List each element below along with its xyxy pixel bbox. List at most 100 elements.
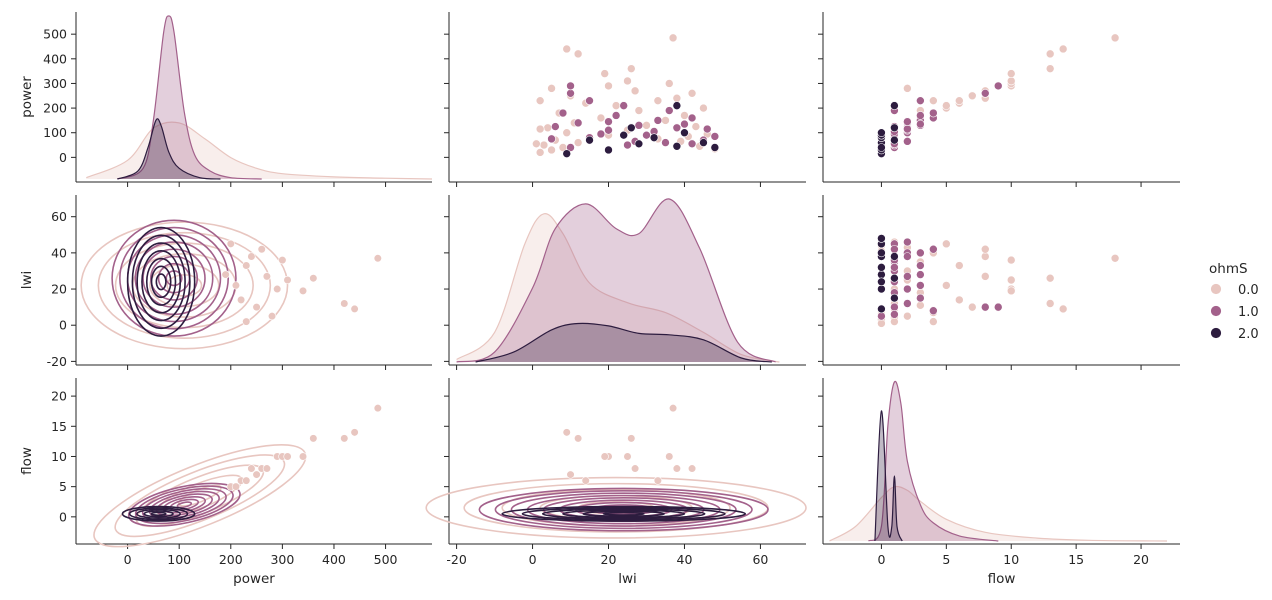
kde-area-lwi-0.0	[456, 213, 780, 362]
scatter-point	[955, 96, 964, 105]
x-tick-label: 100	[167, 552, 191, 567]
panel-lwi-vs-power: -20 0 20 40 60	[47, 195, 432, 370]
scatter-point	[350, 304, 359, 314]
kde-line-flow-2.0	[874, 410, 903, 542]
scatter-point	[283, 452, 292, 461]
x-tick-label: 300	[270, 552, 294, 567]
scatter-point	[604, 145, 613, 155]
scatter-point	[547, 84, 556, 93]
scatter-point	[967, 91, 977, 101]
scatter-point	[1006, 286, 1016, 296]
kde-contour-2.0	[541, 508, 706, 520]
scatter-point	[980, 244, 990, 254]
scatter-point	[1058, 44, 1068, 54]
legend-marker-1	[1210, 305, 1222, 317]
scatter-point	[980, 89, 990, 98]
scatter-point	[903, 124, 912, 134]
scatter-point	[980, 252, 990, 261]
x-tick-label: 20	[601, 552, 617, 567]
scatter-point	[967, 302, 977, 312]
scatter-point	[702, 124, 712, 134]
scatter-point	[626, 123, 636, 133]
scatter-point	[566, 470, 575, 479]
kde-area-flow-1.0	[868, 381, 999, 541]
x-axis-label-lwi: lwi	[618, 571, 637, 587]
legend-marker-0	[1210, 283, 1222, 295]
scatter-point	[237, 295, 246, 304]
panel-flow-vs-power: 0 100 200 300 400 500 0 5 10 15 20	[51, 378, 432, 567]
kde-contour-2.0	[150, 265, 172, 299]
y-axis-label-power: power	[19, 76, 35, 118]
y-tick-label: 0	[59, 318, 67, 333]
kde-contour-2.0	[562, 509, 686, 519]
scatter-point	[596, 113, 606, 123]
scatter-point	[942, 101, 951, 110]
scatter-point	[664, 106, 674, 115]
scatter-point	[262, 272, 271, 281]
kde-line-lwi-0.0	[456, 213, 780, 363]
scatter-point	[373, 254, 382, 263]
kde-contour-0.0	[97, 231, 272, 339]
x-tick-label: 0	[529, 552, 537, 567]
y-tick-label: 60	[51, 209, 67, 224]
scatter-point	[672, 93, 682, 103]
scatter-point	[661, 116, 670, 125]
kde-contour-2.0	[521, 506, 726, 521]
kde-contour-1.0	[176, 501, 193, 509]
scatter-point	[890, 252, 899, 261]
kde-contour-1.0	[127, 482, 241, 527]
scatter-point	[691, 122, 701, 131]
scatter-point	[1058, 304, 1068, 314]
scatter-point	[226, 239, 235, 248]
scatter-point	[532, 139, 541, 149]
y-tick-label: 5	[59, 479, 67, 494]
scatter-point	[283, 275, 292, 285]
kde-contour-1.0	[134, 485, 234, 525]
scatter-point	[535, 96, 545, 105]
scatter-point	[903, 272, 912, 281]
scatter-point	[1110, 253, 1120, 263]
scatter-point	[916, 301, 925, 310]
scatter-point	[242, 317, 251, 326]
y-tick-label: 15	[51, 419, 67, 434]
scatter-point	[604, 125, 613, 135]
scatter-point	[668, 33, 678, 43]
scatter-point	[309, 434, 318, 443]
scatter-point	[877, 234, 886, 243]
y-tick-label: 400	[43, 51, 67, 66]
scatter-point	[942, 239, 951, 249]
scatter-point	[916, 270, 925, 279]
kde-contour-2.0	[145, 257, 177, 306]
x-tick-label: 40	[677, 552, 693, 567]
scatter-point	[668, 404, 678, 413]
kde-area-flow-0.0	[829, 486, 1167, 541]
kde-contour-2.0	[501, 505, 747, 522]
kde-area-power-2.0	[117, 118, 221, 179]
scatter-point	[929, 306, 938, 316]
y-tick-label: 300	[43, 76, 67, 91]
scatter-point	[653, 116, 663, 125]
kde-line-power-2.0	[117, 118, 221, 180]
scatter-point	[877, 143, 886, 152]
kde-contour-0.0	[114, 454, 286, 538]
y-tick-label: 20	[51, 389, 67, 404]
scatter-point	[221, 270, 230, 279]
scatter-point	[687, 113, 697, 123]
scatter-point	[903, 84, 912, 93]
kde-line-power-0.0	[86, 121, 433, 180]
scatter-point	[634, 121, 644, 130]
kde-contour-1.0	[478, 487, 769, 532]
x-tick-label: 10	[1003, 552, 1019, 567]
scatter-point	[955, 261, 964, 270]
kde-contour-1.0	[150, 255, 199, 301]
scatter-point	[566, 81, 575, 91]
scatter-point	[672, 101, 682, 110]
scatter-point	[642, 121, 651, 130]
scatter-point	[543, 123, 553, 133]
scatter-point	[1006, 275, 1016, 285]
scatter-point	[574, 434, 583, 443]
scatter-point	[562, 149, 572, 158]
scatter-point	[929, 96, 938, 105]
scatter-point	[710, 132, 720, 141]
scatter-point	[877, 284, 886, 294]
